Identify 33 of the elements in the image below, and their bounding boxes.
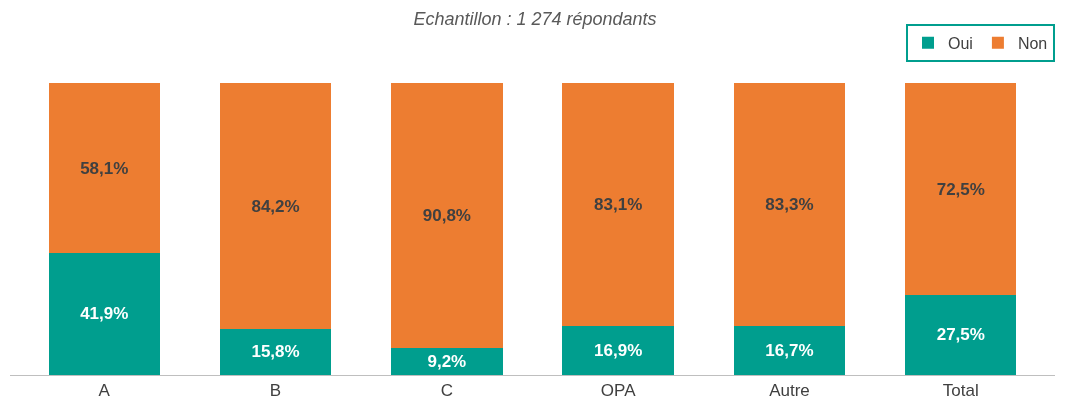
bar <box>733 83 846 327</box>
data-label: 16,7% <box>765 341 814 361</box>
bar <box>391 83 503 349</box>
data-label: 84,2% <box>251 196 300 216</box>
bar <box>48 252 160 375</box>
bar <box>905 83 1017 295</box>
x-tick-label: B <box>269 381 282 401</box>
data-label: 9,2% <box>427 352 467 372</box>
chart-title: Echantillon : 1 274 répondants <box>413 9 657 30</box>
x-tick-label: C <box>440 381 453 401</box>
x-tick-label: Total <box>942 381 979 401</box>
data-label: 90,8% <box>422 206 471 226</box>
x-tick-label: A <box>98 381 111 401</box>
data-label: 15,8% <box>251 342 300 362</box>
bar <box>562 83 674 326</box>
bar <box>219 83 332 329</box>
legend-label: Oui <box>948 35 973 52</box>
data-label: 41,9% <box>80 304 129 324</box>
data-label: 83,3% <box>765 195 814 215</box>
data-label: 72,5% <box>936 179 985 199</box>
data-label: 83,1% <box>594 195 643 215</box>
data-label: 16,9% <box>594 340 643 360</box>
x-tick-label: Autre <box>769 381 810 401</box>
x-tick-label: OPA <box>600 381 637 401</box>
legend-label: Non <box>1017 35 1048 52</box>
data-label: 58,1% <box>80 158 129 178</box>
bar <box>391 348 503 375</box>
bar <box>905 294 1017 375</box>
bar <box>48 83 160 253</box>
data-label: 27,5% <box>936 325 985 345</box>
bar <box>562 325 674 375</box>
bar <box>219 328 332 375</box>
bar <box>733 326 846 375</box>
